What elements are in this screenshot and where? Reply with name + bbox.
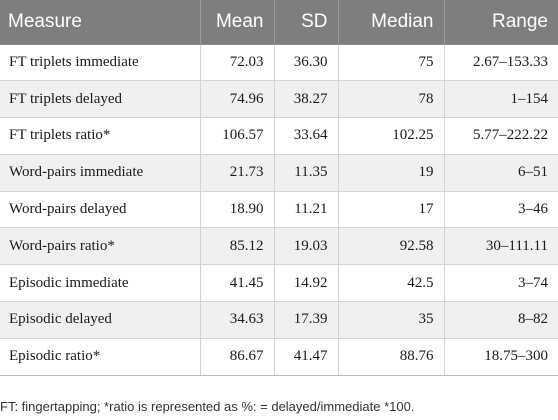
- results-table-container: Measure Mean SD Median Range FT triplets…: [0, 0, 558, 376]
- table-row: FT triplets delayed 74.96 38.27 78 1–154: [0, 80, 558, 119]
- cell-sd: 38.27: [274, 80, 339, 119]
- cell-range: 8–82: [444, 301, 558, 339]
- table-row: Word-pairs ratio* 85.12 19.03 92.58 30–1…: [0, 227, 558, 266]
- cell-mean: 106.57: [200, 117, 275, 155]
- cell-mean: 34.63: [200, 301, 275, 339]
- cell-mean: 18.90: [200, 191, 275, 229]
- cell-sd: 11.21: [274, 191, 339, 229]
- table-row: Word-pairs delayed 18.90 11.21 17 3–46: [0, 191, 558, 229]
- cell-mean: 86.67: [200, 338, 275, 376]
- cell-measure: Word-pairs immediate: [0, 154, 201, 192]
- cell-measure: FT triplets ratio*: [0, 117, 201, 155]
- cell-median: 35: [338, 301, 445, 339]
- cell-sd: 41.47: [274, 338, 339, 376]
- cell-range: 3–74: [444, 264, 558, 303]
- cell-range: 30–111.11: [444, 227, 558, 266]
- table-row: Episodic ratio* 86.67 41.47 88.76 18.75–…: [0, 338, 558, 376]
- cell-sd: 11.35: [274, 154, 339, 192]
- cell-measure: Episodic delayed: [0, 301, 201, 339]
- cell-range: 6–51: [444, 154, 558, 192]
- cell-range: 3–46: [444, 191, 558, 229]
- cell-range: 18.75–300: [444, 338, 558, 376]
- cell-measure: FT triplets immediate: [0, 44, 201, 82]
- cell-measure: Word-pairs ratio*: [0, 227, 201, 266]
- column-header-sd: SD: [274, 0, 339, 45]
- cell-sd: 33.64: [274, 117, 339, 155]
- cell-sd: 17.39: [274, 301, 339, 339]
- cell-range: 1–154: [444, 80, 558, 119]
- table-row: Word-pairs immediate 21.73 11.35 19 6–51: [0, 154, 558, 192]
- cell-mean: 21.73: [200, 154, 275, 192]
- cell-mean: 74.96: [200, 80, 275, 119]
- cell-sd: 36.30: [274, 44, 339, 82]
- cell-median: 19: [338, 154, 445, 192]
- column-header-measure: Measure: [0, 0, 201, 45]
- column-header-median: Median: [338, 0, 445, 45]
- cell-measure: Episodic immediate: [0, 264, 201, 303]
- table-header: Measure Mean SD Median Range: [0, 0, 558, 45]
- cell-measure: Word-pairs delayed: [0, 191, 201, 229]
- cell-range: 2.67–153.33: [444, 44, 558, 82]
- column-header-range: Range: [444, 0, 558, 45]
- cell-sd: 14.92: [274, 264, 339, 303]
- cell-median: 88.76: [338, 338, 445, 376]
- table-body: FT triplets immediate 72.03 36.30 75 2.6…: [0, 44, 558, 376]
- table-row: Episodic immediate 41.45 14.92 42.5 3–74: [0, 264, 558, 303]
- header-row: Measure Mean SD Median Range: [0, 0, 558, 45]
- cell-sd: 19.03: [274, 227, 339, 266]
- cell-mean: 72.03: [200, 44, 275, 82]
- cell-median: 75: [338, 44, 445, 82]
- cell-measure: FT triplets delayed: [0, 80, 201, 119]
- cell-median: 42.5: [338, 264, 445, 303]
- cell-median: 102.25: [338, 117, 445, 155]
- cell-measure: Episodic ratio*: [0, 338, 201, 376]
- table-row: Episodic delayed 34.63 17.39 35 8–82: [0, 301, 558, 339]
- cell-mean: 41.45: [200, 264, 275, 303]
- column-header-mean: Mean: [200, 0, 275, 45]
- table-footnote: FT: fingertapping; *ratio is represented…: [0, 399, 415, 414]
- cell-mean: 85.12: [200, 227, 275, 266]
- table-row: FT triplets ratio* 106.57 33.64 102.25 5…: [0, 117, 558, 155]
- cell-median: 78: [338, 80, 445, 119]
- results-table: Measure Mean SD Median Range FT triplets…: [0, 0, 558, 376]
- cell-range: 5.77–222.22: [444, 117, 558, 155]
- table-row: FT triplets immediate 72.03 36.30 75 2.6…: [0, 44, 558, 82]
- cell-median: 92.58: [338, 227, 445, 266]
- cell-median: 17: [338, 191, 445, 229]
